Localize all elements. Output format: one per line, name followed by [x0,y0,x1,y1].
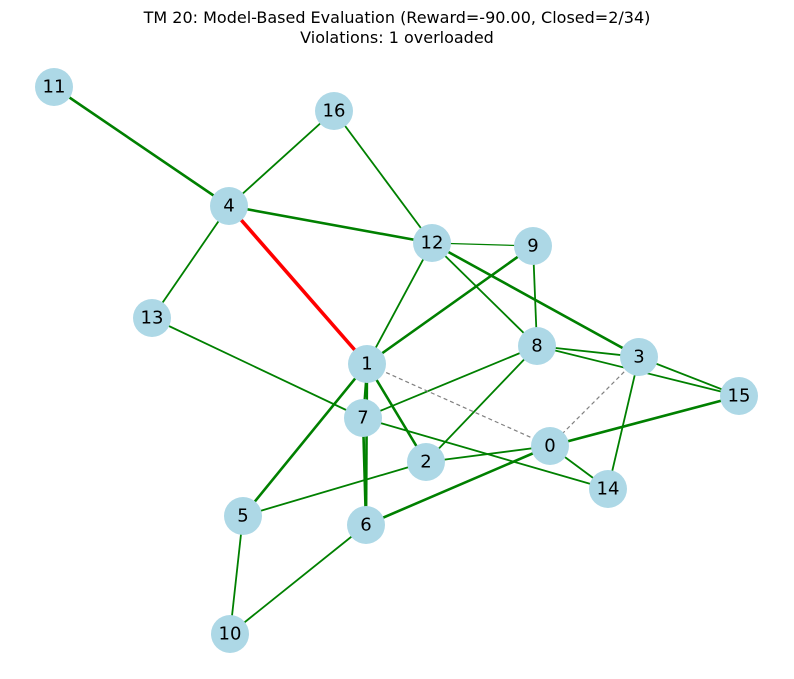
edge-0-6 [365,444,551,527]
node-label-16: 16 [323,101,346,122]
node-5: 5 [224,497,262,535]
node-label-6: 6 [360,515,371,536]
node-7: 7 [344,399,382,437]
node-circle-7 [344,399,382,437]
node-circle-5 [224,497,262,535]
node-label-15: 15 [728,386,751,407]
edge-4-1 [227,204,369,366]
node-label-4: 4 [223,196,234,217]
edge-11-4 [53,85,230,208]
edge-9-1 [366,244,534,366]
node-circle-14 [589,470,627,508]
node-10: 10 [211,615,249,653]
node-label-14: 14 [597,479,620,500]
node-0: 0 [531,427,569,465]
node-14: 14 [589,470,627,508]
node-11: 11 [35,68,73,106]
node-6: 6 [347,506,385,544]
node-8: 8 [518,327,556,365]
edge-13-7 [151,317,364,419]
edge-8-7 [362,345,538,419]
edge-15-0 [549,394,740,448]
edge-1-5 [241,363,369,517]
node-circle-6 [347,506,385,544]
node-circle-1 [348,345,386,383]
node-circle-0 [531,427,569,465]
node-label-10: 10 [219,624,242,645]
node-label-9: 9 [527,236,538,257]
node-4: 4 [210,187,248,225]
node-16: 16 [315,92,353,130]
edge-4-16 [228,110,335,207]
node-label-8: 8 [531,336,542,357]
edge-3-14 [607,356,640,490]
title-line-2: Violations: 1 overloaded [300,28,494,47]
node-circle-11 [35,68,73,106]
edge-1-2 [365,363,428,463]
edge-4-12 [228,204,433,245]
edge-12-8 [431,242,538,347]
edge-12-1 [366,242,433,365]
node-3: 3 [620,338,658,376]
edge-4-13 [151,205,230,319]
node-circle-9 [514,227,552,265]
node-13: 13 [133,299,171,337]
node-1: 1 [348,345,386,383]
edge-7-14 [362,417,609,490]
node-label-0: 0 [544,436,555,457]
node-label-13: 13 [141,308,164,329]
edge-1-0 [366,363,551,447]
node-9: 9 [514,227,552,265]
edge-2-5 [242,461,427,517]
edge-5-10 [229,515,244,635]
node-circle-15 [720,377,758,415]
edge-16-12 [333,110,433,244]
node-circle-2 [407,443,445,481]
node-circle-4 [210,187,248,225]
node-label-11: 11 [43,77,66,98]
node-12: 12 [413,224,451,262]
node-label-2: 2 [420,452,431,473]
node-label-1: 1 [361,354,372,375]
node-circle-16 [315,92,353,130]
node-label-7: 7 [357,408,368,429]
edge-6-10 [229,524,367,635]
node-label-3: 3 [633,347,644,368]
node-circle-13 [133,299,171,337]
edge-8-2 [425,345,538,463]
node-label-12: 12 [421,233,444,254]
node-circle-12 [413,224,451,262]
node-2: 2 [407,443,445,481]
node-circle-3 [620,338,658,376]
node-circle-10 [211,615,249,653]
title-line-1: TM 20: Model-Based Evaluation (Reward=-9… [143,8,651,27]
node-15: 15 [720,377,758,415]
node-circle-8 [518,327,556,365]
node-label-5: 5 [237,506,248,527]
figure-title: TM 20: Model-Based Evaluation (Reward=-9… [0,8,794,48]
